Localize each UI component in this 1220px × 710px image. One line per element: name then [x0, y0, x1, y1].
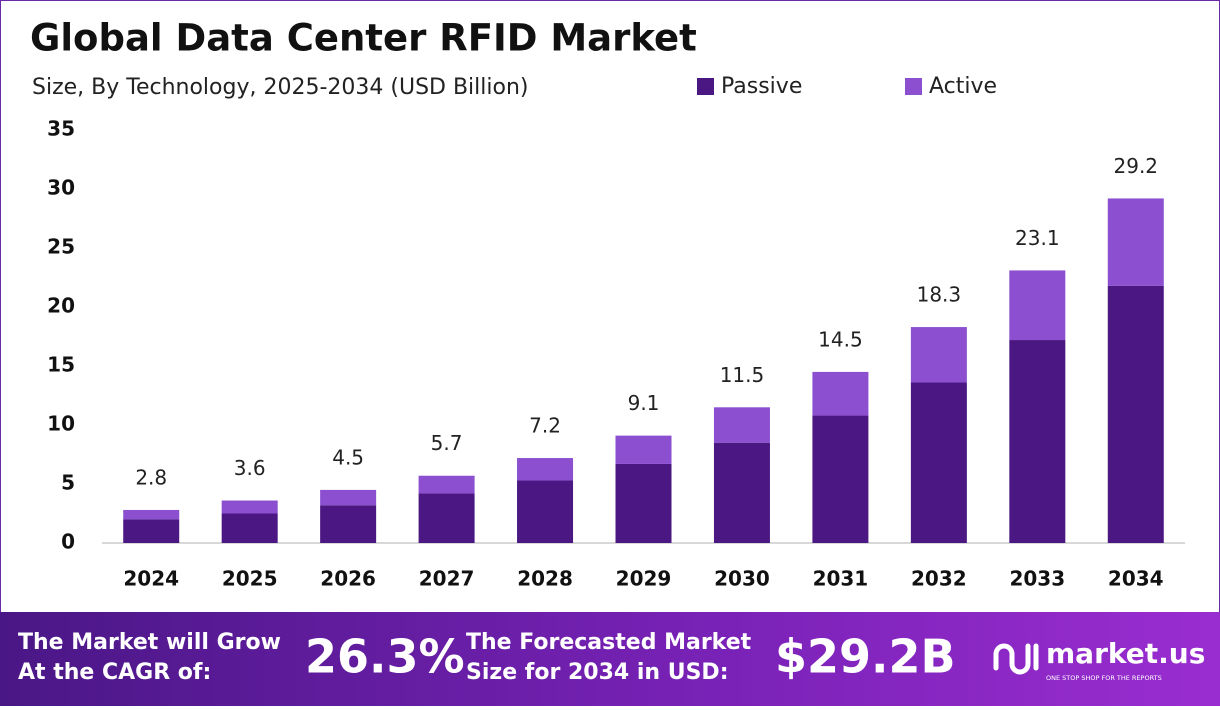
total-label: 29.2 — [1114, 154, 1159, 178]
legend-swatch — [697, 78, 714, 95]
brand-tagline: ONE STOP SHOP FOR THE REPORTS — [1046, 674, 1162, 682]
bar-segment — [418, 475, 475, 494]
bar-segment — [221, 500, 278, 514]
x-tick-label: 2029 — [616, 567, 672, 591]
bar-segment — [517, 458, 574, 481]
footer-band — [0, 612, 1220, 706]
total-label: 11.5 — [720, 363, 765, 387]
bar-segment — [1107, 285, 1164, 543]
bar-segment — [812, 415, 869, 543]
bar-segment — [320, 489, 377, 506]
bar-segment — [1107, 198, 1164, 286]
brand-logo — [993, 643, 1039, 675]
x-tick-label: 2030 — [714, 567, 770, 591]
footer-text: Size for 2034 in USD: — [466, 660, 729, 685]
bar-segment — [910, 327, 967, 383]
total-label: 23.1 — [1015, 226, 1060, 250]
x-tick-label: 2031 — [813, 567, 869, 591]
y-tick-label: 25 — [47, 235, 75, 259]
y-tick-label: 20 — [47, 294, 75, 318]
bar-segment — [123, 509, 180, 520]
bar-segment — [713, 407, 770, 443]
bar-segment — [713, 442, 770, 543]
legend-swatch — [905, 78, 922, 95]
x-tick-label: 2032 — [911, 567, 967, 591]
x-tick-label: 2026 — [320, 567, 376, 591]
bar-segment — [123, 519, 180, 543]
total-label: 5.7 — [431, 431, 463, 455]
total-label: 4.5 — [332, 445, 364, 469]
y-tick-label: 5 — [61, 471, 75, 495]
footer-text: At the CAGR of: — [18, 660, 211, 685]
legend-label: Active — [929, 74, 997, 99]
total-label: 14.5 — [818, 327, 863, 351]
x-tick-label: 2034 — [1108, 567, 1164, 591]
chart-subtitle: Size, By Technology, 2025-2034 (USD Bill… — [32, 75, 529, 100]
total-label: 2.8 — [135, 465, 167, 489]
brand-name: market.us — [1046, 637, 1205, 670]
bar-segment — [517, 480, 574, 543]
x-tick-label: 2033 — [1009, 567, 1065, 591]
y-tick-label: 30 — [47, 176, 75, 200]
total-label: 7.2 — [529, 414, 561, 438]
legend-label: Passive — [721, 74, 802, 99]
y-tick-label: 0 — [61, 530, 75, 554]
bar-segment — [1009, 340, 1066, 543]
chart-title: Global Data Center RFID Market — [30, 17, 697, 60]
bar-segment — [812, 371, 869, 416]
x-tick-label: 2025 — [222, 567, 278, 591]
bar-segment — [615, 435, 672, 464]
footer-text: The Forecasted Market — [466, 630, 752, 655]
y-tick-label: 35 — [47, 117, 75, 141]
total-label: 18.3 — [917, 283, 962, 307]
bar-segment — [1009, 270, 1066, 341]
footer-value: $29.2B — [775, 630, 956, 684]
bar-segment — [320, 505, 377, 543]
x-tick-label: 2024 — [123, 567, 179, 591]
x-tick-label: 2027 — [419, 567, 475, 591]
total-label: 3.6 — [234, 456, 266, 480]
bar-segment — [910, 382, 967, 543]
x-tick-label: 2028 — [517, 567, 573, 591]
bar-segment — [221, 513, 278, 543]
y-tick-label: 10 — [47, 412, 75, 436]
bar-segment — [418, 493, 475, 543]
total-label: 9.1 — [628, 391, 660, 415]
footer-value: 26.3% — [305, 630, 465, 684]
bar-segment — [615, 463, 672, 543]
footer-text: The Market will Grow — [18, 630, 281, 655]
y-tick-label: 15 — [47, 353, 75, 377]
